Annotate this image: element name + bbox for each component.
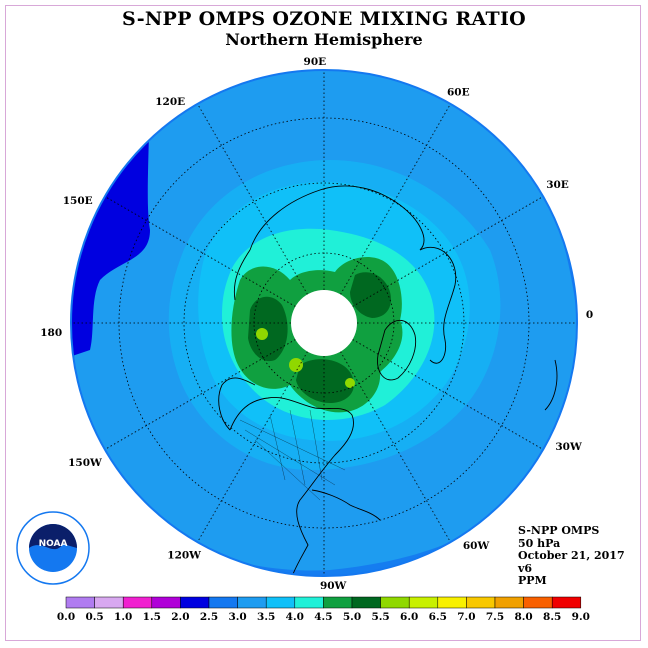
ozone-field	[71, 70, 577, 576]
ozone-level-5.5-spot-a	[256, 328, 268, 340]
logo-bird	[29, 524, 77, 550]
map-subtitle: Northern Hemisphere	[225, 30, 423, 49]
colorbar-label: 8.5	[543, 611, 561, 623]
colorbar-swatch	[351, 596, 381, 609]
colorbar-label: 0.0	[57, 611, 75, 623]
info-units: PPM	[518, 574, 547, 587]
colorbar-label: 7.5	[486, 611, 504, 623]
longitude-label: 120E	[155, 96, 185, 108]
colorbar-swatch	[380, 596, 410, 609]
meridian-line	[104, 196, 296, 307]
coastlines	[218, 185, 558, 576]
graticule	[71, 70, 577, 576]
colorbar-swatch	[94, 596, 124, 609]
colorbar-swatch	[408, 596, 439, 609]
ozone-level-5.0-core-a	[248, 296, 288, 362]
colorbar-swatch	[551, 596, 582, 609]
colorbar-label: 6.5	[429, 611, 447, 623]
meridian-lines	[71, 70, 577, 576]
colorbar-swatch	[65, 596, 95, 609]
coast-europe	[419, 247, 457, 364]
state-lines	[239, 409, 346, 501]
colorbar-swatch	[466, 596, 496, 609]
colorbar-label: 4.0	[286, 611, 304, 623]
colorbar-label: 0.5	[85, 611, 103, 623]
meridian-line	[352, 196, 544, 307]
colorbar-label: 3.0	[228, 611, 246, 623]
colorbar-label: 7.0	[457, 611, 475, 623]
longitude-label: 0	[586, 309, 593, 321]
colorbar-swatch	[437, 596, 467, 609]
longitude-label: 150E	[63, 195, 93, 207]
longitude-label: 90E	[304, 56, 327, 68]
political-boundaries	[239, 409, 346, 501]
colorbar-swatch	[122, 596, 153, 609]
info-instrument: S-NPP OMPS	[518, 524, 600, 537]
longitude-label: 30E	[546, 179, 569, 191]
pole-no-data	[291, 290, 357, 356]
coast-africa	[544, 359, 558, 411]
meridian-line	[352, 339, 544, 450]
info-date: October 21, 2017	[518, 549, 625, 562]
ozone-level-5.5-spot-b	[289, 358, 303, 372]
ozone-level-5.0-core-c	[296, 359, 354, 404]
colorbar-label: 1.5	[143, 611, 161, 623]
colorbar-label: 8.0	[514, 611, 532, 623]
meridian-line	[104, 339, 296, 450]
meridian-line	[197, 103, 308, 295]
colorbar-swatch	[237, 596, 267, 609]
map-boundary	[70, 69, 578, 577]
coast-north-america	[229, 396, 354, 576]
colorbar-swatch	[208, 596, 238, 609]
coast-greenland	[377, 320, 417, 381]
colorbar-swatch	[323, 596, 353, 609]
colorbar-label: 9.0	[572, 611, 590, 623]
colorbar-swatch	[294, 596, 324, 609]
longitude-label: 60E	[447, 87, 470, 99]
colorbar-swatch	[265, 596, 296, 609]
colorbar-label: 1.0	[114, 611, 132, 623]
longitude-labels: 90E 60E 30E 0 30W 60W 90W 120W 150W 180 150E 120E	[40, 56, 593, 592]
colorbar-label: 2.5	[200, 611, 218, 623]
colorbar-label: 2.0	[171, 611, 189, 623]
logo-text: NOAA	[39, 539, 68, 549]
longitude-label: 150W	[68, 457, 102, 469]
longitude-label: 90W	[320, 580, 347, 592]
colorbar-label: 5.0	[343, 611, 361, 623]
product-info: S-NPP OMPS 50 hPa October 21, 2017 v6 PP…	[518, 524, 625, 588]
colorbar-label: 5.5	[371, 611, 389, 623]
info-version: v6	[518, 561, 533, 575]
colorbar-swatch	[523, 596, 553, 609]
info-level: 50 hPa	[518, 536, 561, 550]
map-title: S-NPP OMPS OZONE MIXING RATIO	[121, 8, 527, 30]
latitude-circle-50	[183, 182, 465, 464]
coast-asia	[249, 185, 425, 251]
longitude-label: 30W	[555, 441, 582, 453]
page-frame	[5, 5, 641, 641]
meridian-line	[340, 351, 451, 543]
ozone-level-5.0-core-b	[350, 272, 391, 318]
meridian-line	[340, 103, 451, 295]
colorbar: 0.0 0.5 1.0 1.5 2.0 2.5 3.0 3.5 4.0 4.5 5.0 5.5 6.0 6…	[57, 596, 590, 623]
colorbar-label: 6.0	[400, 611, 418, 623]
longitude-label: 180	[40, 327, 62, 339]
coast-alaska	[218, 377, 256, 431]
ozone-level-5.5-spot-c	[345, 378, 355, 388]
colorbar-label: 3.5	[257, 611, 275, 623]
colorbar-swatch	[494, 596, 524, 609]
longitude-label: 60W	[463, 540, 490, 552]
noaa-logo: NOAA	[16, 511, 90, 585]
colorbar-swatch	[180, 596, 210, 609]
colorbar-label: 4.5	[314, 611, 332, 623]
coast-east-asia	[233, 249, 251, 301]
longitude-label: 120W	[167, 549, 201, 561]
colorbar-swatch	[151, 596, 181, 609]
meridian-line	[197, 351, 308, 543]
